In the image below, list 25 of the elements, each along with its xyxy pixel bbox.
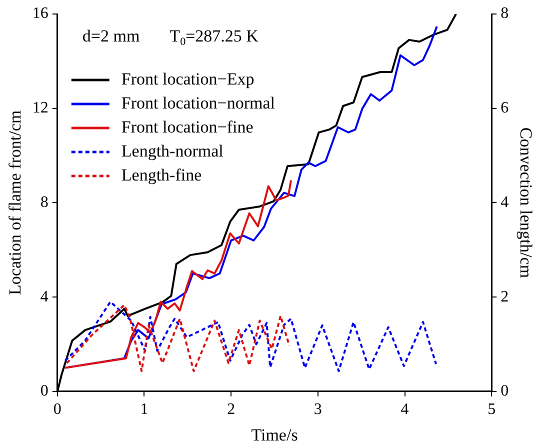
y2-tick-label: 0: [500, 382, 509, 400]
x-axis-title: Time/s: [251, 425, 298, 444]
y-tick-label: 0: [40, 382, 48, 400]
y-axis-title: Location of flame front/cm: [6, 110, 25, 295]
legend-label: Length-normal: [121, 141, 224, 160]
y2-tick-label: 2: [500, 288, 509, 306]
annotation: d=2 mm: [82, 26, 140, 46]
y2-tick-label: 8: [500, 5, 509, 22]
y-tick-label: 8: [40, 194, 48, 211]
x-tick-label: 3: [314, 401, 322, 418]
legend-label: Front location−fine: [121, 117, 254, 136]
y-tick-label: 4: [40, 288, 48, 306]
x-tick-label: 2: [227, 401, 236, 418]
y-tick-label: 16: [32, 5, 48, 22]
y2-axis-title: Convection length/cm: [516, 127, 536, 278]
x-tick-label: 5: [488, 401, 496, 418]
y2-tick-label: 6: [500, 100, 509, 117]
y-tick-label: 12: [32, 100, 48, 117]
legend-label: Front location−Exp: [121, 69, 254, 88]
legend-label: Front location−normal: [121, 93, 276, 112]
x-tick-label: 0: [53, 401, 62, 418]
y2-tick-label: 4: [500, 194, 509, 211]
legend-label: Length-fine: [121, 165, 202, 184]
x-tick-label: 1: [140, 401, 148, 418]
x-tick-label: 4: [400, 401, 409, 418]
